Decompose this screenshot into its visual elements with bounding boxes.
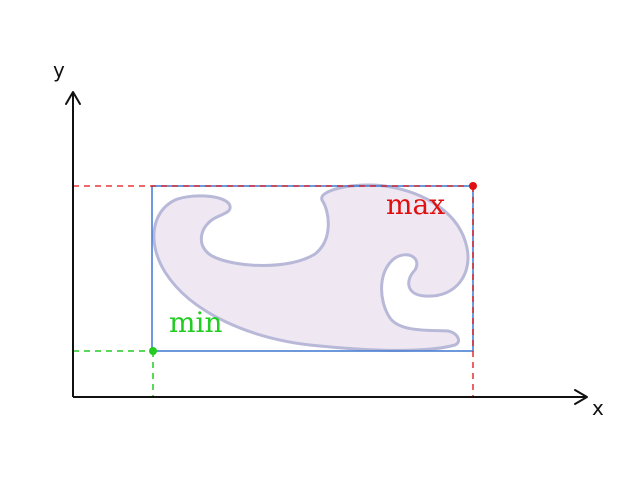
max-label: max: [386, 188, 445, 221]
curved-shape: [152, 183, 470, 352]
min-label: min: [169, 306, 223, 339]
min-point: [149, 347, 157, 355]
x-axis-label: x: [592, 396, 604, 420]
y-axis-label: y: [53, 58, 65, 82]
x-axis-arrowhead: [574, 389, 588, 405]
max-point: [469, 182, 477, 190]
y-axis-arrowhead: [65, 91, 81, 105]
